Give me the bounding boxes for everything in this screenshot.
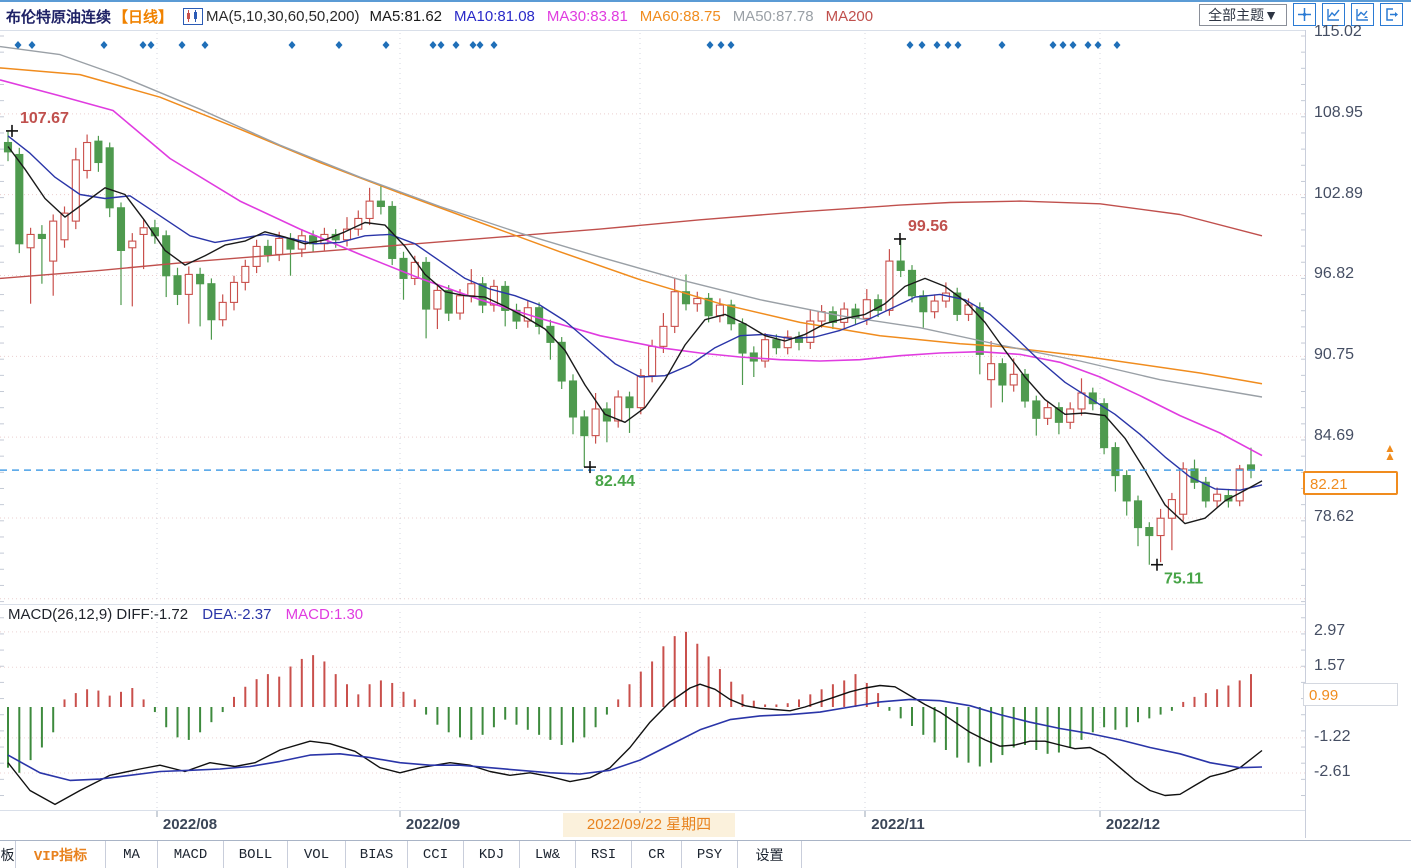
price-axis-label: 96.82 [1314,265,1355,283]
indicator-tab-BIAS[interactable]: BIAS [346,841,408,868]
extreme-price-annotation: 82.44 [584,461,635,490]
ma-legend: MA5:81.62 MA10:81.08 MA30:83.81 MA60:88.75 M… [369,8,885,25]
axis-minor-ticks [0,35,1305,797]
chart-header: 布伦特原油连续 【日线】 MA(5,10,30,60,50,200) MA5:8… [0,2,1411,30]
macd-params-and-diff: MACD(26,12,9) DIFF:-1.72 [8,606,189,623]
indicator-tab-设置[interactable]: 设置 [738,841,802,868]
main-macd-divider [0,604,1411,605]
exit-icon[interactable] [1380,3,1403,26]
macd-xaxis-divider [0,810,1411,811]
price-axis-label: 108.95 [1314,103,1363,121]
macd-axis-label: 1.57 [1314,657,1346,675]
indicator-tab-BOLL[interactable]: BOLL [224,841,288,868]
kline-chart-icon [183,7,204,25]
indicator-tab-PSY[interactable]: PSY [682,841,738,868]
ma-legend-item: MA30:83.81 [546,7,628,25]
month-gridlines [156,33,1101,817]
macd-histogram [7,631,1252,773]
svg-text:75.11: 75.11 [1164,571,1203,588]
ma-legend-item: MA60:88.75 [639,7,721,25]
period-tag: 【日线】 [113,8,174,26]
x-axis-month-label: 2022/12 [1105,816,1161,833]
price-axis-label: 90.75 [1314,346,1355,364]
price-axis-label: 84.69 [1314,427,1355,445]
extreme-price-annotation: 107.67 [6,110,69,137]
indicator-tab-CR[interactable]: CR [632,841,682,868]
x-axis-month-label: 2022/11 [871,816,925,833]
svg-text:82.44: 82.44 [595,473,635,490]
indicator-tab-LW&[interactable]: LW& [520,841,576,868]
kline-panel-icon[interactable] [1322,3,1345,26]
candlestick-series [3,130,1256,565]
indicator-tab-bar: 板 VIP指标 MA MACD BOLL VOL BIAS CCI KDJ LW& RSI CR PSY… [0,840,1411,868]
ma60-line [0,67,1263,385]
macd-diff-line [7,683,1263,806]
indicator-tab-板[interactable]: 板 [0,841,16,868]
extreme-price-annotation: 99.56 [894,218,948,245]
macd-indicator-header: MACD(26,12,9) DIFF:-1.72 DEA:-2.37 MACD:… [8,606,373,623]
macd-axis-label: 2.97 [1314,621,1346,639]
macd-macd-value: MACD:1.30 [285,606,364,623]
svg-text:99.56: 99.56 [908,218,948,235]
price-axis-label: 78.62 [1314,507,1355,525]
kline-arrow-icon[interactable] [1351,3,1374,26]
ma50-line [0,45,1263,398]
ma-legend-item: MA200 [825,7,874,25]
instrument-title: 布伦特原油连续 [6,8,112,26]
ma-params-label: MA(5,10,30,60,50,200) [206,7,360,25]
ma5-line [7,146,1263,525]
crosshair-icon[interactable] [1293,3,1316,26]
indicator-tab-RSI[interactable]: RSI [576,841,632,868]
ma10-line [7,135,1263,491]
indicator-tab-MACD[interactable]: MACD [158,841,224,868]
ma-legend-item: MA50:87.78 [732,7,814,25]
ma-legend-item: MA10:81.08 [454,7,535,25]
price-axis-label: 115.02 [1314,23,1362,40]
price-axis-label: 102.89 [1314,184,1363,202]
price-up-arrow-icon: ▲ ▲ [1384,441,1396,463]
window-top-edge [0,0,1411,2]
ma30-line [0,79,1263,457]
crosshair-date-badge: 2022/09/22 星期四 [563,813,735,837]
current-price-badge: 82.21 [1303,471,1398,495]
macd-dea-value: DEA:-2.37 [202,606,272,623]
indicator-tab-MA[interactable]: MA [106,841,158,868]
indicator-tab-CCI[interactable]: CCI [408,841,464,868]
event-dot-markers [14,41,1121,49]
header-divider [0,30,1411,31]
macd-axis-label: -1.22 [1314,727,1351,745]
macd-axis-label: -2.61 [1314,763,1351,781]
x-axis-month-label: 2022/09 [405,816,461,833]
indicator-tab-VIP指标[interactable]: VIP指标 [16,841,106,868]
indicator-tab-KDJ[interactable]: KDJ [464,841,520,868]
indicator-tab-VOL[interactable]: VOL [288,841,346,868]
theme-dropdown-button[interactable]: 全部主题▼ [1199,3,1287,26]
x-axis-month-label: 2022/08 [162,816,218,833]
macd-dea-line [7,698,1263,782]
ma-legend-item: MA5:81.62 [369,7,443,25]
ma200-line [0,200,1263,280]
svg-text:107.67: 107.67 [20,110,69,127]
extreme-price-annotation: 75.11 [1151,558,1203,588]
macd-current-badge: 0.99 [1303,683,1398,706]
